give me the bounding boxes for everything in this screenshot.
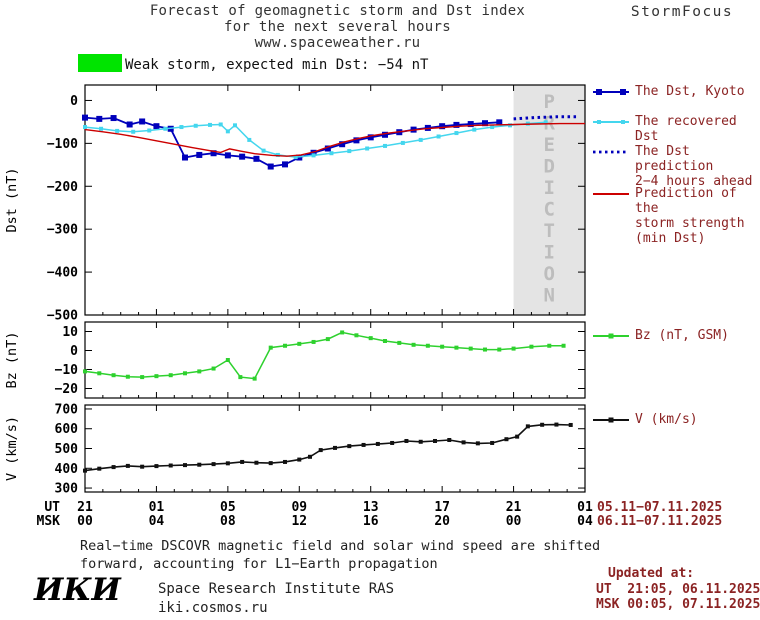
- svg-text:16: 16: [363, 514, 379, 529]
- msk-date-range: 06.11−07.11.2025: [597, 514, 723, 529]
- svg-text:17: 17: [434, 500, 450, 515]
- updated-ut-time: UT 21:05, 06.11.2025: [596, 582, 760, 597]
- storm-status-text: Weak storm, expected min Dst: −54 nT: [125, 57, 429, 73]
- institute-site-link[interactable]: iki.cosmos.ru: [158, 600, 268, 616]
- svg-text:−20: −20: [55, 382, 79, 397]
- svg-text:V (km/s): V (km/s): [4, 416, 20, 481]
- institute-name: Space Research Institute RAS: [158, 581, 395, 597]
- svg-text:21: 21: [77, 500, 93, 515]
- legend-dst-prediction: The Dst prediction 2−4 hours ahead: [593, 144, 753, 189]
- svg-text:D: D: [544, 156, 555, 178]
- svg-text:04: 04: [149, 514, 165, 529]
- svg-text:12: 12: [291, 514, 307, 529]
- ut-date-range: 05.11−07.11.2025: [597, 500, 723, 515]
- svg-text:−200: −200: [47, 180, 78, 195]
- svg-text:N: N: [544, 285, 555, 307]
- iki-logo: ИКИ: [34, 572, 121, 608]
- ut-axis-label: UT: [44, 500, 60, 515]
- svg-text:08: 08: [220, 514, 236, 529]
- footer-note: Real−time DSCOVR magnetic field and sola…: [80, 538, 600, 573]
- svg-text:I: I: [544, 242, 555, 264]
- svg-text:−500: −500: [47, 309, 78, 324]
- svg-text:I: I: [544, 177, 555, 199]
- storm-level-swatch: [78, 54, 122, 72]
- legend-bz: Bz (nT, GSM): [592, 328, 729, 343]
- svg-text:00: 00: [77, 514, 93, 529]
- svg-text:0: 0: [70, 344, 78, 359]
- legend-storm-strength: Prediction of the storm strength (min Dst): [593, 186, 745, 246]
- svg-text:−300: −300: [47, 223, 78, 238]
- svg-text:300: 300: [55, 482, 79, 497]
- svg-text:500: 500: [55, 442, 79, 457]
- svg-text:O: O: [544, 263, 555, 285]
- svg-text:04: 04: [577, 514, 593, 529]
- svg-text:P: P: [544, 91, 555, 113]
- svg-text:−10: −10: [55, 363, 79, 378]
- svg-text:−400: −400: [47, 266, 78, 281]
- svg-text:01: 01: [577, 500, 593, 515]
- legend-v: V (km/s): [592, 412, 698, 427]
- brand-label: StormFocus: [630, 4, 734, 20]
- page-title: Forecast of geomagnetic storm and Dst in…: [85, 3, 590, 51]
- footer-note-line1: Real−time DSCOVR magnetic field and sola…: [80, 538, 601, 554]
- msk-axis-label: MSK: [36, 514, 60, 529]
- svg-text:C: C: [544, 199, 555, 221]
- svg-text:00: 00: [506, 514, 522, 529]
- updated-msk-time: MSK 00:05, 07.11.2025: [596, 597, 760, 612]
- updated-at-label: Updated at:: [608, 566, 695, 581]
- svg-text:Dst (nT): Dst (nT): [4, 167, 20, 232]
- title-line-3: www.spaceweather.ru: [254, 35, 421, 51]
- svg-text:09: 09: [291, 500, 307, 515]
- svg-text:10: 10: [62, 325, 78, 340]
- svg-text:700: 700: [55, 402, 79, 417]
- svg-text:01: 01: [149, 500, 165, 515]
- svg-text:T: T: [544, 220, 555, 242]
- svg-text:400: 400: [55, 462, 79, 477]
- svg-text:Bz (nT): Bz (nT): [4, 332, 20, 389]
- svg-text:0: 0: [70, 94, 78, 109]
- footer-note-line2: forward, accounting for L1−Earth propaga…: [80, 555, 438, 572]
- title-line-2: for the next several hours: [224, 19, 451, 35]
- svg-text:20: 20: [434, 514, 450, 529]
- svg-text:600: 600: [55, 422, 79, 437]
- legend-recovered-dst: The recovered Dst: [592, 114, 760, 144]
- svg-text:−100: −100: [47, 137, 78, 152]
- svg-text:21: 21: [506, 500, 522, 515]
- svg-text:13: 13: [363, 500, 379, 515]
- svg-text:E: E: [544, 134, 555, 156]
- svg-text:05: 05: [220, 500, 236, 515]
- legend-dst-kyoto: The Dst, Kyoto: [592, 84, 745, 99]
- title-line-1: Forecast of geomagnetic storm and Dst in…: [149, 3, 526, 19]
